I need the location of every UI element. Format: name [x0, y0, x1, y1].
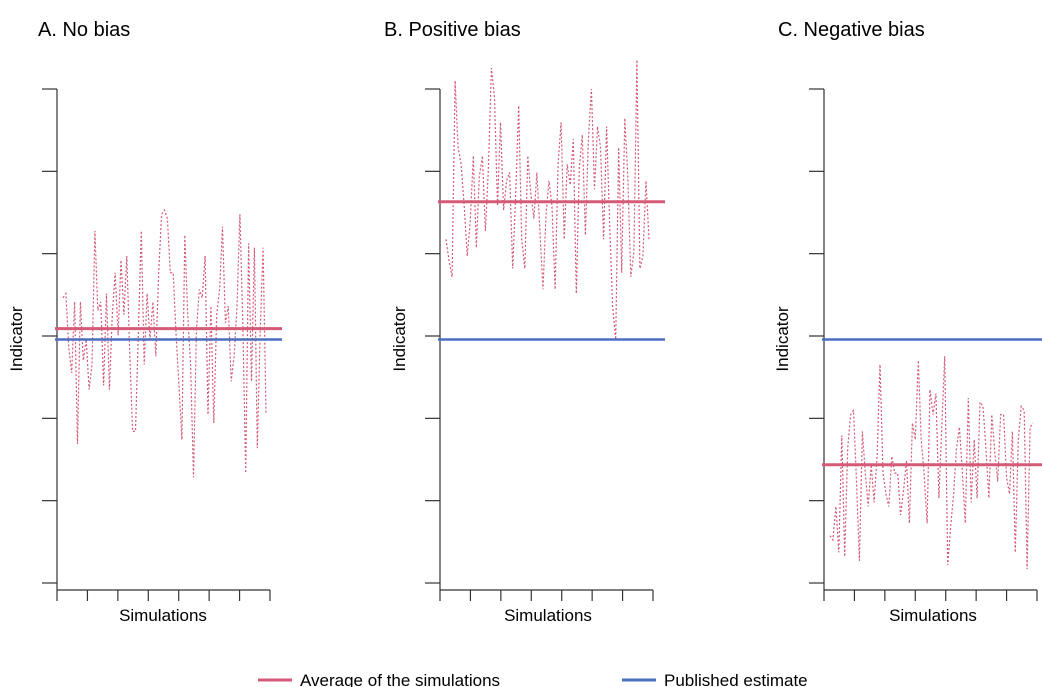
legend-label-published: Published estimate: [664, 671, 808, 687]
legend: Average of the simulations Published est…: [258, 671, 808, 687]
panel-b: B. Positive bias Simulations Indicator: [384, 19, 665, 625]
panel-b-x-label: Simulations: [504, 606, 592, 625]
legend-label-average: Average of the simulations: [300, 671, 500, 687]
panel-a: A. No bias Simulations Indicator: [7, 19, 282, 625]
panel-c-simulations-line: [829, 356, 1034, 570]
panel-c-x-label: Simulations: [889, 606, 977, 625]
panel-b-y-label: Indicator: [390, 306, 409, 372]
panel-a-ticks: [42, 88, 271, 601]
panel-c: C. Negative bias Simulations Indicator: [773, 19, 1042, 625]
panel-a-title: A. No bias: [38, 19, 130, 41]
panel-b-ticks: [425, 88, 654, 601]
panel-c-title: C. Negative bias: [778, 19, 925, 41]
panel-a-y-label: Indicator: [7, 306, 26, 372]
panel-b-simulations-line: [445, 59, 650, 340]
panel-a-simulations-line: [62, 208, 267, 478]
panel-a-x-label: Simulations: [119, 606, 207, 625]
panel-c-y-label: Indicator: [773, 306, 792, 372]
panel-c-ticks: [809, 88, 1038, 601]
panel-b-title: B. Positive bias: [384, 19, 521, 41]
